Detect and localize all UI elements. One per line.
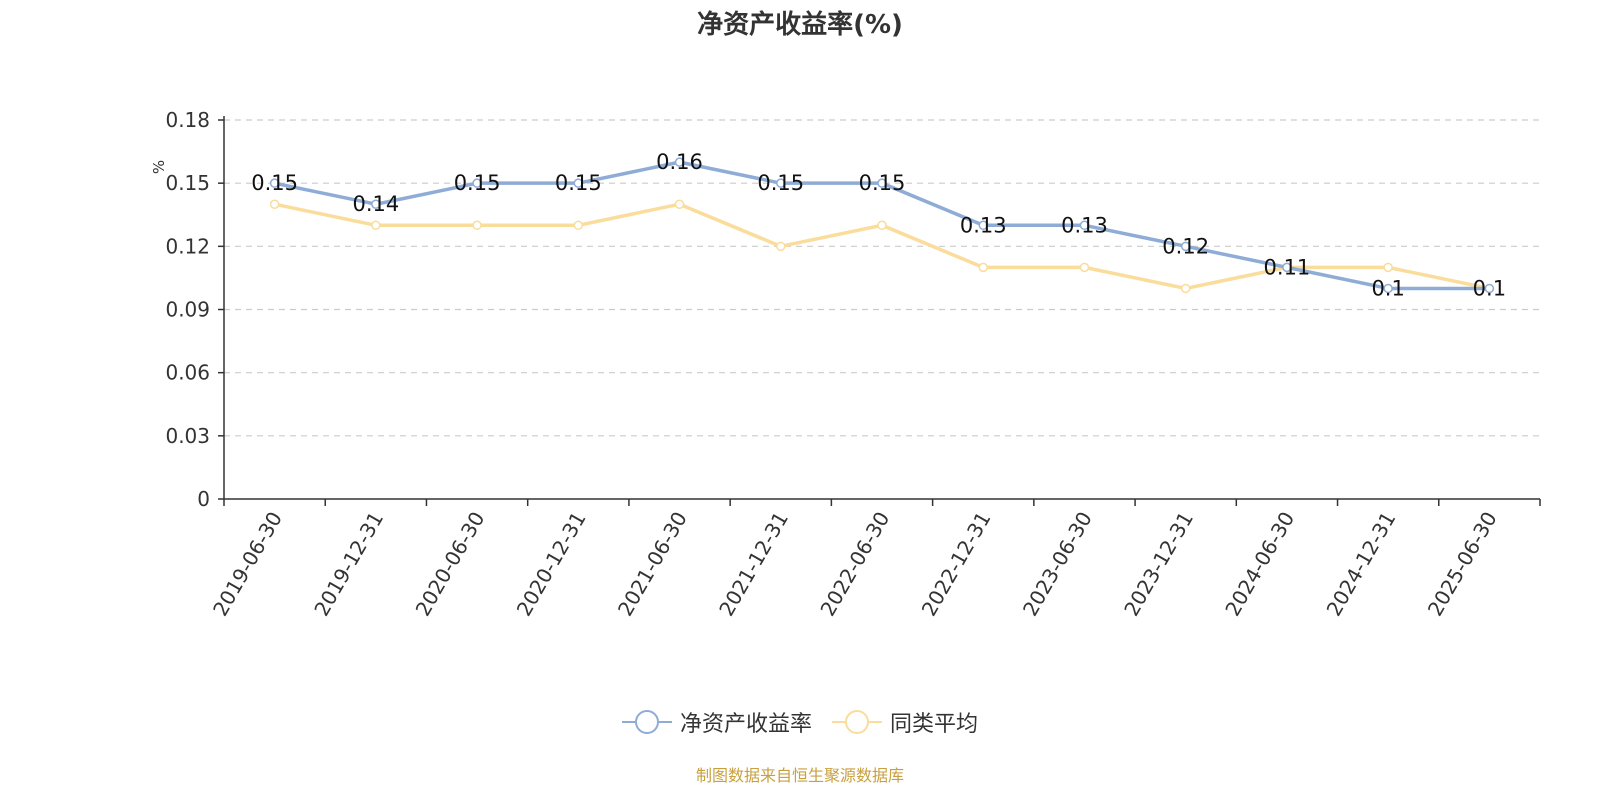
series-1-point	[1079, 220, 1090, 231]
x-tick-label: 2020-06-30	[411, 507, 490, 620]
series-1-point	[573, 178, 584, 188]
chart-title: 净资产收益率(%)	[697, 10, 903, 40]
series-1-point	[978, 220, 988, 231]
y-axis-label: %	[150, 160, 168, 174]
series-1-point	[269, 178, 280, 188]
x-tick-label: 2021-12-31	[714, 508, 793, 621]
y-tick-label: 0.12	[165, 234, 210, 258]
data-label: 0.15	[555, 171, 602, 195]
x-tick-label: 2019-06-30	[208, 508, 287, 621]
series-2-point	[371, 220, 381, 231]
series-2-point	[1180, 283, 1191, 294]
legend-item-series-1[interactable]: 净资产收益率	[621, 706, 812, 738]
series-1-point	[371, 199, 381, 209]
series-2-point	[472, 220, 482, 231]
series-2-point	[776, 241, 786, 252]
series-1-point	[877, 178, 887, 188]
series-1-point	[1180, 241, 1191, 252]
y-tick-label: 0.06	[165, 361, 210, 385]
series-1-point	[776, 178, 786, 188]
x-tick-label: 2021-06-30	[613, 508, 692, 621]
y-tick-label: 0.18	[165, 108, 210, 132]
legend-label-series-2: 同类平均	[890, 712, 979, 737]
legend-label-series-1: 净资产收益率	[679, 712, 812, 737]
x-tick-label: 2020-12-31	[512, 508, 591, 621]
data-label: 0.14	[352, 192, 399, 216]
data-label: 0.11	[1264, 255, 1311, 279]
data-label: 0.15	[251, 171, 298, 195]
series-1-point	[1484, 283, 1495, 294]
series-1-point	[1383, 283, 1393, 294]
series-2-point	[269, 199, 280, 209]
data-labels: 0.15 0.14 0.15 0.15 0.16 0.15 0.15 0.13 0.13 0.12…	[251, 150, 1506, 300]
source-note: 制图数据来自恒生聚源数据库	[695, 766, 904, 785]
data-label: 0.15	[859, 171, 906, 195]
series-1-point	[674, 157, 685, 167]
series-1-point	[1282, 262, 1292, 273]
data-label: 0.13	[960, 213, 1007, 237]
data-label: 0.13	[1061, 213, 1108, 237]
series-2-point	[877, 220, 887, 231]
series-1-point	[472, 178, 482, 188]
x-tick-label: 2019-12-31	[309, 508, 388, 621]
legend-swatch-series-1	[621, 710, 672, 734]
x-tick-label: 2022-12-31	[917, 507, 996, 620]
x-tick-label: 2022-06-30	[815, 508, 894, 621]
series-2-point	[978, 262, 988, 273]
y-tick-label: 0.15	[165, 171, 210, 195]
legend-swatch-series-2	[832, 710, 882, 734]
x-tick-label: 2025-06-30	[1423, 508, 1502, 621]
x-tick-label: 2023-12-31	[1119, 508, 1198, 621]
data-label: 0.16	[656, 150, 703, 174]
legend-item-series-2[interactable]: 同类平均	[832, 706, 978, 738]
data-label: 0.1	[1473, 276, 1506, 300]
series-lines	[269, 157, 1495, 294]
y-tick-label: 0.03	[165, 424, 210, 448]
line-chart: 0 0.03 0.06 0.09 0.12 0.15 0.18 2019-06-30 2019-…	[150, 108, 1541, 621]
x-tick-label: 2023-06-30	[1018, 508, 1097, 621]
series-2-point	[1383, 262, 1393, 273]
series-2-point	[674, 199, 685, 209]
x-tick-label: 2024-12-31	[1322, 508, 1401, 621]
data-label: 0.15	[757, 171, 804, 195]
data-label: 0.1	[1371, 276, 1404, 300]
data-label: 0.15	[454, 171, 501, 195]
y-tick-label: 0	[197, 487, 210, 511]
series-2-point	[1079, 262, 1090, 273]
y-tick-label: 0.09	[165, 298, 210, 322]
series-2-point	[573, 220, 584, 231]
legend: 净资产收益率 同类平均	[0, 706, 1600, 738]
data-label: 0.12	[1162, 234, 1209, 258]
x-tick-label: 2024-06-30	[1220, 508, 1299, 621]
